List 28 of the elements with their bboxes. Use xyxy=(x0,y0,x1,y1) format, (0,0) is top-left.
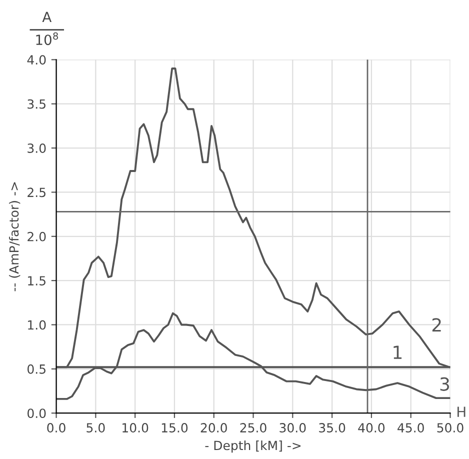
y-tick-label: 3.0 xyxy=(28,144,46,153)
y-tick-label: 3.5 xyxy=(28,99,46,109)
y-tick-label: 1.5 xyxy=(28,276,46,286)
x-tick-label: 35.0 xyxy=(319,423,346,432)
series-label: 1 xyxy=(394,346,402,359)
x-tick-label: 0.0 xyxy=(47,423,66,432)
text: 10$^{8}$ xyxy=(36,32,58,46)
x-tick-label: 45.0 xyxy=(398,423,424,432)
text: A xyxy=(42,12,52,22)
x-tick-label: 20.0 xyxy=(200,423,227,432)
y-tick-label: 2.5 xyxy=(28,188,46,198)
y-axis-title: -- (AmP/factor) -> xyxy=(9,182,20,292)
x-tick-label: 10.0 xyxy=(122,423,148,432)
x-tick-label: 15.0 xyxy=(162,423,188,432)
x-tick-label: 5.0 xyxy=(86,423,105,432)
y-tick-label: 2.0 xyxy=(28,232,46,242)
x-axis-title: - Depth [kM] -> xyxy=(205,440,301,453)
y-tick-label: 1.0 xyxy=(28,320,46,330)
series-label: 2 xyxy=(432,318,441,332)
x-tick-label: 40.0 xyxy=(358,423,385,432)
series-label: 3 xyxy=(440,377,450,391)
y-tick-label: 0.5 xyxy=(28,364,46,374)
text: H xyxy=(458,406,466,417)
x-tick-label: 25.0 xyxy=(240,423,266,432)
y-tick-label: 4.0 xyxy=(27,55,46,65)
y-tick-label: 0.0 xyxy=(28,408,46,418)
x-tick-label: 50.0 xyxy=(437,423,464,432)
x-tick-label: 30.0 xyxy=(280,423,306,432)
